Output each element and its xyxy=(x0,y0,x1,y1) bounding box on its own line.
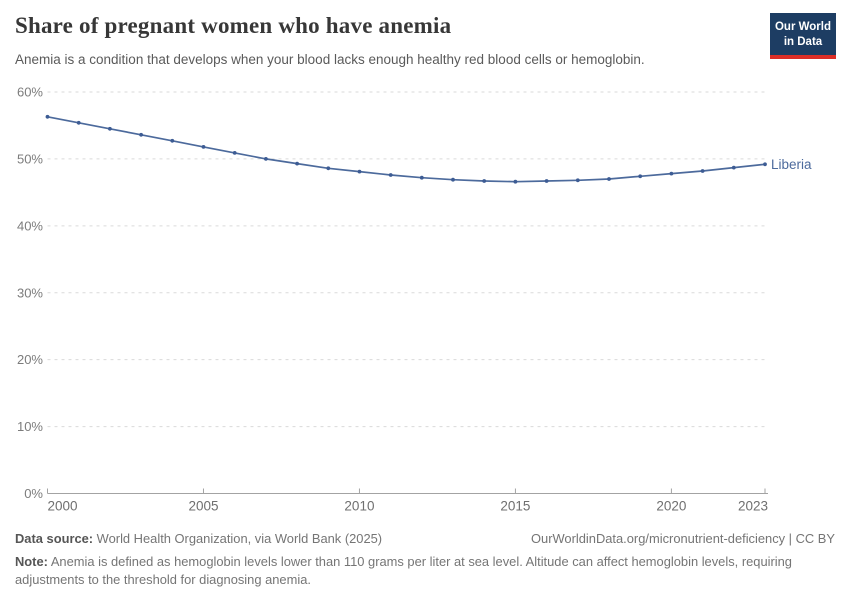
data-point[interactable] xyxy=(700,169,705,173)
chart-footer: Data source: World Health Organization, … xyxy=(15,530,835,590)
data-point[interactable] xyxy=(669,171,674,176)
x-tick-label: 2010 xyxy=(344,499,374,514)
x-tick-label: 2020 xyxy=(656,499,686,514)
data-point[interactable] xyxy=(201,145,206,149)
y-tick-label: 60% xyxy=(17,85,43,100)
owid-url-link[interactable]: OurWorldinData.org/micronutrient-deficie… xyxy=(531,531,835,546)
data-source: Data source: World Health Organization, … xyxy=(15,530,382,549)
owid-logo-line2: in Data xyxy=(783,35,823,48)
series-line[interactable] xyxy=(46,115,766,183)
data-point[interactable] xyxy=(108,126,112,131)
y-tick-label: 30% xyxy=(17,285,43,300)
data-point[interactable] xyxy=(232,151,237,155)
data-point[interactable] xyxy=(513,179,518,184)
data-point[interactable] xyxy=(357,169,362,174)
chart-subtitle: Anemia is a condition that develops when… xyxy=(15,52,645,67)
data-point[interactable] xyxy=(264,157,268,161)
x-tick-label: 2005 xyxy=(188,499,218,514)
data-point[interactable] xyxy=(731,165,736,170)
data-point[interactable] xyxy=(139,132,144,137)
x-tick-label: 2015 xyxy=(500,499,530,514)
data-point[interactable] xyxy=(295,161,299,166)
data-point[interactable] xyxy=(482,179,487,183)
y-tick-label: 40% xyxy=(17,218,43,233)
data-point[interactable] xyxy=(388,173,393,177)
data-point[interactable] xyxy=(45,114,50,119)
series-end-label[interactable]: Liberia xyxy=(771,157,812,172)
data-point[interactable] xyxy=(575,178,580,183)
note-text: Anemia is defined as hemoglobin levels l… xyxy=(15,553,792,588)
x-tick-label: 2000 xyxy=(48,499,78,514)
data-point[interactable] xyxy=(607,177,611,181)
x-tick-label: 2023 xyxy=(738,499,768,514)
y-tick-label: 20% xyxy=(17,352,43,367)
owid-logo-line1: Our World xyxy=(774,21,831,33)
note-label: Note: xyxy=(15,553,48,569)
y-tick-label: 10% xyxy=(17,419,43,434)
data-point[interactable] xyxy=(544,179,549,183)
data-point[interactable] xyxy=(638,174,643,179)
page-title: Share of pregnant women who have anemia xyxy=(15,13,452,38)
owid-logo[interactable]: Our World in Data xyxy=(770,13,836,60)
data-point[interactable] xyxy=(76,120,81,125)
y-tick-label: 50% xyxy=(17,151,43,166)
chart-note: Note: Anemia is defined as hemoglobin le… xyxy=(15,554,792,588)
data-point[interactable] xyxy=(451,177,455,182)
y-tick-label: 0% xyxy=(24,486,43,501)
data-point[interactable] xyxy=(170,138,175,143)
data-point[interactable] xyxy=(763,162,767,167)
data-point[interactable] xyxy=(419,175,424,180)
data-source-text: World Health Organization, via World Ban… xyxy=(93,531,383,546)
data-source-label: Data source: xyxy=(15,531,94,546)
data-point[interactable] xyxy=(326,166,331,171)
